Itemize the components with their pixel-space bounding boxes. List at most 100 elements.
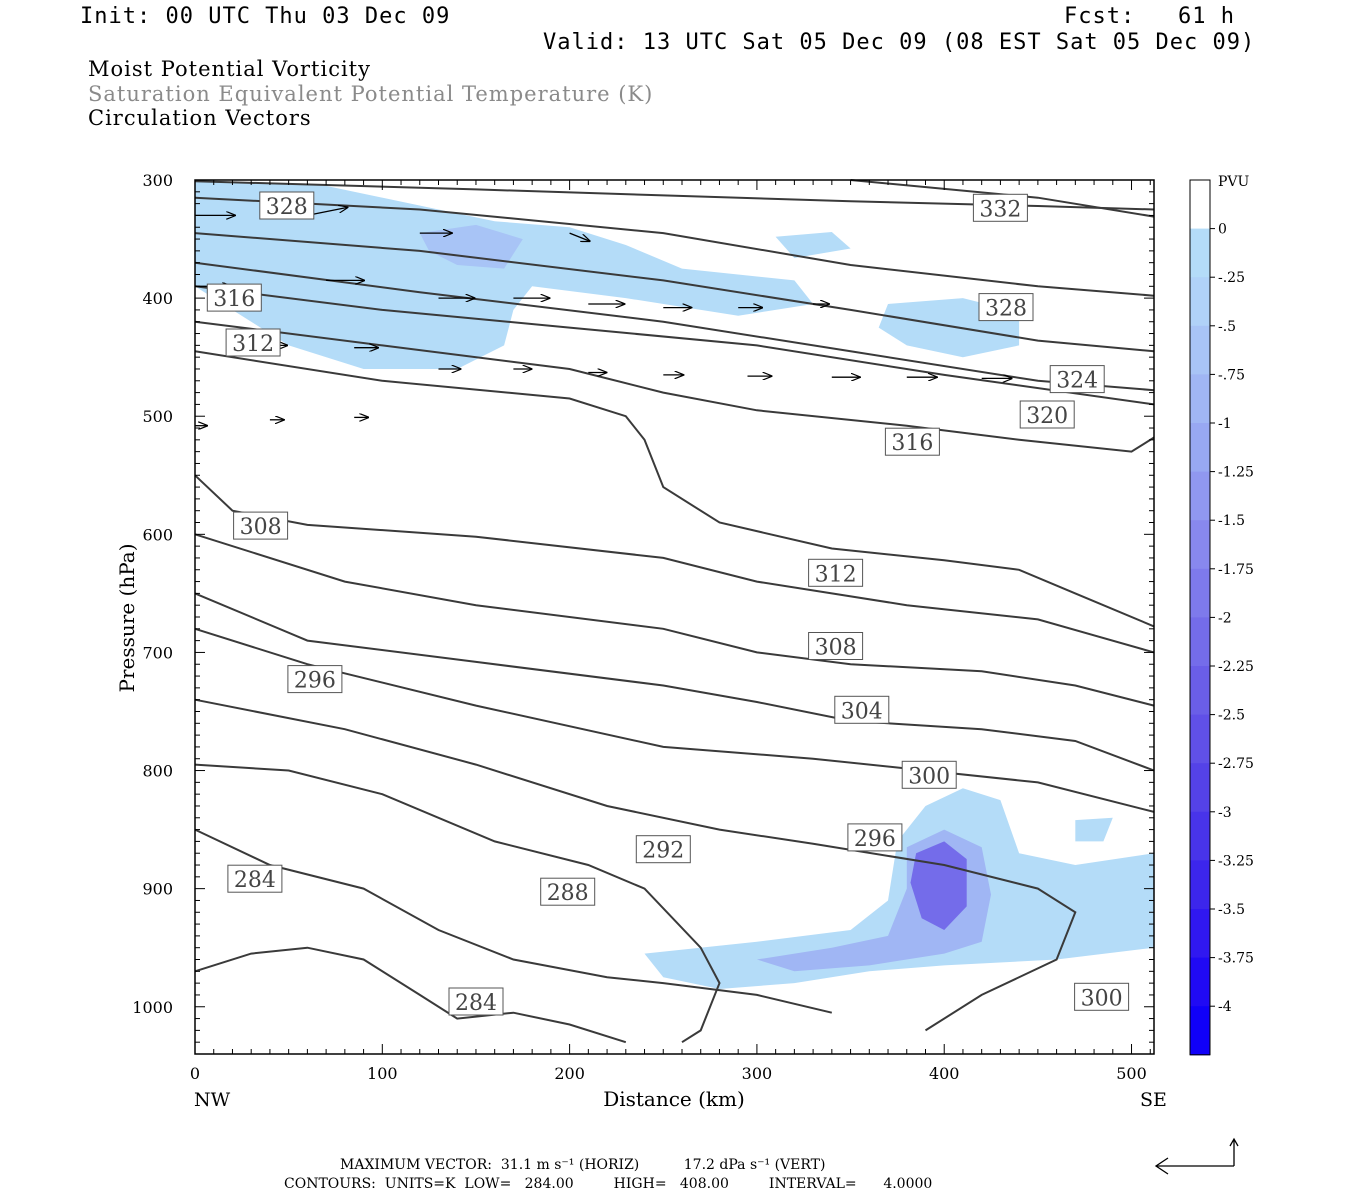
colorbar-label: -1 bbox=[1218, 416, 1232, 432]
colorbar-swatch bbox=[1190, 423, 1210, 473]
contour-label: 312 bbox=[232, 332, 274, 357]
x-tick-label: 300 bbox=[742, 1064, 773, 1083]
contour-label: 328 bbox=[985, 297, 1027, 322]
valid-time: Valid: 13 UTC Sat 05 Dec 09 (08 EST Sat … bbox=[543, 30, 1256, 55]
contour-line bbox=[194, 180, 1155, 211]
colorbar-label: -.25 bbox=[1218, 270, 1245, 286]
contour-label: 320 bbox=[1026, 404, 1068, 429]
x-axis-label: Distance (km) bbox=[603, 1087, 745, 1111]
x-tick-label: 200 bbox=[554, 1064, 585, 1083]
colorbar-label: -2.75 bbox=[1218, 756, 1254, 772]
contour-label: 312 bbox=[815, 562, 857, 587]
contour-label-box bbox=[233, 511, 289, 540]
contour-label-box bbox=[287, 665, 343, 694]
contour-label: 308 bbox=[815, 636, 857, 661]
forecast-hour: Fcst: 61 h bbox=[1064, 4, 1235, 29]
contour-label-box bbox=[1019, 400, 1075, 429]
mpv-shade-region bbox=[1075, 817, 1113, 842]
contour-line bbox=[194, 533, 1155, 707]
colorbar-swatch bbox=[1190, 860, 1210, 910]
x-end-label-right: SE bbox=[1140, 1089, 1167, 1111]
colorbar-title: PVU bbox=[1218, 174, 1250, 190]
colorbar-label: -1.25 bbox=[1218, 465, 1254, 481]
contour-label: 300 bbox=[1081, 986, 1123, 1011]
y-tick-label: 800 bbox=[142, 762, 173, 781]
contour-label-box bbox=[448, 987, 504, 1016]
title-vectors: Circulation Vectors bbox=[88, 106, 312, 130]
colorbar-legend: 0 -.25 -.5 -.75 -1 -1.25 -1.5 -1.75 -2 -2.25 -2.5 -… bbox=[1189, 179, 1254, 1056]
contour-label: 308 bbox=[240, 515, 282, 540]
contour-label: 304 bbox=[841, 699, 883, 724]
y-tick-label: 300 bbox=[142, 171, 173, 190]
contour-label-box bbox=[259, 191, 315, 220]
colorbar-label: -1.75 bbox=[1218, 562, 1254, 578]
contour-label-box bbox=[972, 193, 1028, 222]
contour-label-box bbox=[1049, 365, 1105, 394]
title-mpv: Moist Potential Vorticity bbox=[88, 57, 371, 81]
contour-label: 328 bbox=[266, 195, 308, 220]
contour-line bbox=[194, 698, 1077, 1032]
contour-label-box bbox=[901, 760, 957, 789]
contour-line bbox=[194, 763, 721, 1044]
title-theta-es: Saturation Equivalent Potential Temperat… bbox=[88, 82, 654, 106]
colorbar-swatch bbox=[1190, 1006, 1210, 1056]
colorbar-label: -2.5 bbox=[1218, 708, 1245, 724]
mpv-shading bbox=[195, 180, 1154, 989]
colorbar-swatch bbox=[1190, 568, 1210, 618]
colorbar-label: -3.25 bbox=[1218, 853, 1254, 869]
contour-label-box bbox=[847, 823, 903, 852]
contour-line bbox=[194, 285, 1155, 406]
colorbar-label: -.5 bbox=[1218, 319, 1236, 335]
y-tick-label: 600 bbox=[142, 525, 173, 544]
contour-label: 296 bbox=[854, 827, 896, 852]
colorbar-label: -2 bbox=[1218, 610, 1232, 626]
contour-label-box bbox=[978, 293, 1034, 322]
contour-line bbox=[194, 474, 1155, 654]
y-tick-label: 1000 bbox=[132, 998, 173, 1017]
init-time: Init: 00 UTC Thu 03 Dec 09 bbox=[80, 4, 451, 29]
contour-label: 324 bbox=[1056, 369, 1098, 394]
colorbar-label: -2.25 bbox=[1218, 659, 1254, 675]
contour-labels: 328 332 316 328 312 324 320 316 308 312 308 296 304 3… bbox=[206, 191, 1130, 1016]
contour-label: 332 bbox=[979, 197, 1021, 222]
colorbar-swatch bbox=[1190, 957, 1210, 1007]
colorbar-label: -3.5 bbox=[1218, 902, 1245, 918]
colorbar-swatch bbox=[1190, 811, 1210, 861]
colorbar-swatch bbox=[1190, 325, 1210, 375]
contour-label-box bbox=[834, 695, 890, 724]
y-tick-label: 400 bbox=[142, 289, 173, 308]
colorbar-swatch bbox=[1190, 666, 1210, 716]
y-tick-label: 700 bbox=[142, 643, 173, 662]
contour-line bbox=[194, 320, 1155, 453]
mpv-shade-region bbox=[195, 180, 814, 369]
contour-label: 300 bbox=[908, 764, 950, 789]
x-tick-label: 0 bbox=[190, 1064, 200, 1083]
colorbar-swatch bbox=[1190, 714, 1210, 764]
colorbar-label: -3 bbox=[1218, 805, 1232, 821]
contour-label-box bbox=[227, 864, 283, 893]
x-tick-label: 500 bbox=[1116, 1064, 1147, 1083]
contour-label-box bbox=[884, 427, 940, 456]
colorbar-label: -1.5 bbox=[1218, 513, 1245, 529]
colorbar-label: -3.75 bbox=[1218, 951, 1254, 967]
contour-label: 288 bbox=[547, 881, 589, 906]
contour-label: 292 bbox=[642, 839, 684, 864]
mpv-shade-region bbox=[775, 232, 851, 258]
contour-label-box bbox=[206, 283, 262, 312]
y-tick-label: 900 bbox=[142, 880, 173, 899]
colorbar-swatch bbox=[1190, 520, 1210, 570]
contour-label: 284 bbox=[234, 868, 276, 893]
colorbar-swatch bbox=[1190, 277, 1210, 327]
contour-label-box bbox=[1074, 982, 1130, 1011]
colorbar-label: -.75 bbox=[1218, 367, 1245, 383]
contour-line bbox=[194, 828, 833, 1014]
contour-label-box bbox=[635, 835, 691, 864]
contours-note: CONTOURS: UNITS=K LOW= 284.00 HIGH= 408.… bbox=[284, 1176, 933, 1192]
x-end-label-left: NW bbox=[194, 1089, 231, 1111]
colorbar-swatch bbox=[1190, 471, 1210, 521]
y-axis-label: Pressure (hPa) bbox=[115, 544, 139, 693]
contour-label-box bbox=[540, 877, 596, 906]
contour-line bbox=[194, 350, 1155, 628]
mpv-shade-region bbox=[644, 788, 1154, 989]
